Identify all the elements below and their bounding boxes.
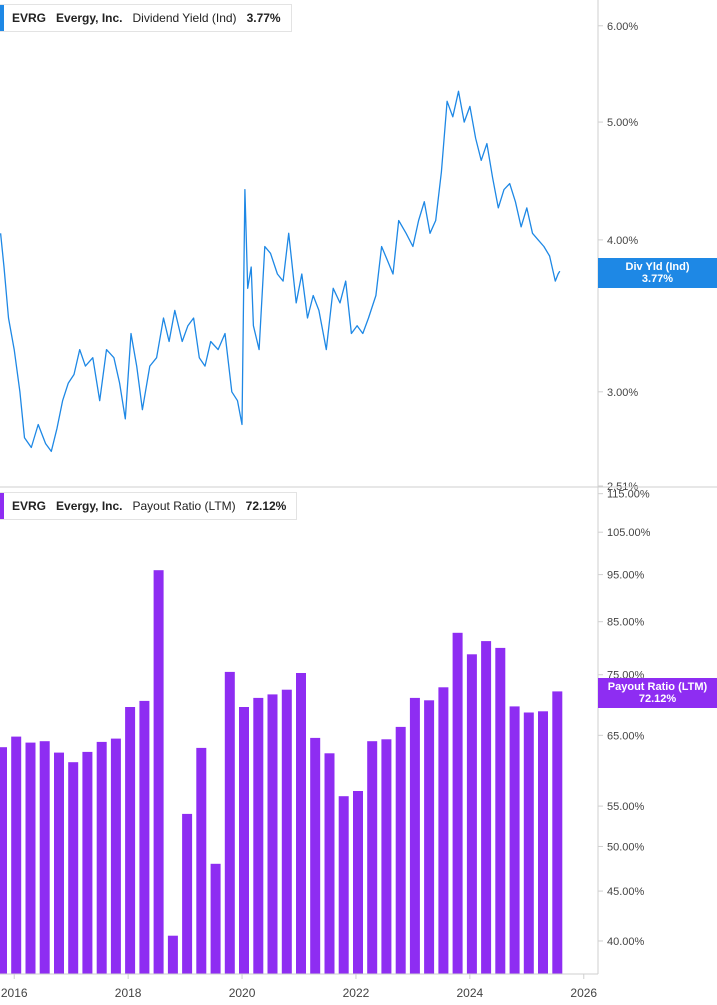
payout-ratio-panel: 115.00%105.00%95.00%85.00%75.00%65.00%55… bbox=[0, 489, 651, 974]
y-tick-label: 55.00% bbox=[607, 801, 645, 813]
payout-bar[interactable] bbox=[452, 632, 463, 974]
payout-bar[interactable] bbox=[395, 726, 406, 974]
payout-bar[interactable] bbox=[0, 747, 7, 974]
legend-value: 3.77% bbox=[246, 11, 281, 25]
y-tick-label: 5.00% bbox=[607, 117, 638, 129]
payout-bar[interactable] bbox=[253, 697, 264, 974]
payout-bar[interactable] bbox=[424, 700, 435, 974]
payout-bar[interactable] bbox=[296, 673, 306, 974]
payout-bar[interactable] bbox=[281, 689, 292, 974]
tag-value: 3.77% bbox=[641, 273, 674, 286]
payout-ratio-price-tag: Payout Ratio (LTM) 72.12% bbox=[598, 678, 717, 709]
y-tick-label: 40.00% bbox=[607, 936, 645, 948]
x-tick-label: 2026 bbox=[570, 986, 597, 1000]
payout-bar[interactable] bbox=[210, 863, 221, 974]
payout-bar[interactable] bbox=[338, 796, 349, 974]
tag-label: Payout Ratio (LTM) bbox=[607, 681, 708, 694]
payout-bar[interactable] bbox=[39, 741, 50, 974]
payout-bar[interactable] bbox=[409, 697, 420, 974]
payout-bar[interactable] bbox=[182, 813, 193, 974]
payout-bar[interactable] bbox=[324, 753, 335, 974]
y-tick-label: 65.00% bbox=[607, 730, 645, 742]
payout-bar[interactable] bbox=[267, 694, 278, 974]
x-tick-label: 2020 bbox=[229, 986, 256, 1000]
payout-bar[interactable] bbox=[96, 741, 107, 974]
legend-metric: Dividend Yield (Ind) bbox=[132, 11, 237, 25]
payout-bar[interactable] bbox=[466, 654, 477, 974]
dividend-yield-panel: 6.00%5.00%4.00%3.00%2.51% bbox=[0, 21, 638, 493]
payout-bar[interactable] bbox=[552, 691, 563, 974]
payout-bar[interactable] bbox=[495, 647, 506, 974]
payout-bar[interactable] bbox=[224, 671, 235, 974]
legend-ticker: EVRG bbox=[12, 499, 47, 513]
legend-value: 72.12% bbox=[245, 499, 287, 513]
payout-bar[interactable] bbox=[538, 711, 548, 974]
tag-label: Div Yld (Ind) bbox=[625, 261, 690, 274]
y-tick-label: 105.00% bbox=[607, 527, 651, 539]
payout-bar[interactable] bbox=[523, 712, 534, 975]
payout-bar[interactable] bbox=[82, 751, 93, 974]
chart-frame bbox=[0, 0, 717, 975]
payout-bar[interactable] bbox=[481, 641, 492, 974]
tag-value: 72.12% bbox=[638, 693, 677, 706]
payout-bar[interactable] bbox=[310, 737, 321, 974]
payout-bar[interactable] bbox=[11, 736, 22, 974]
payout-bar[interactable] bbox=[167, 935, 178, 974]
legend-color-swatch bbox=[0, 493, 4, 519]
payout-ratio-legend[interactable]: EVRG Evergy, Inc. Payout Ratio (LTM) 72.… bbox=[0, 492, 298, 520]
legend-ticker: EVRG bbox=[12, 11, 47, 25]
payout-bar[interactable] bbox=[139, 700, 150, 974]
legend-color-swatch bbox=[0, 5, 4, 31]
dividend-yield-line bbox=[0, 90, 561, 453]
legend-company: Evergy, Inc. bbox=[56, 499, 123, 513]
y-tick-label: 4.00% bbox=[607, 235, 638, 247]
payout-bar[interactable] bbox=[353, 791, 363, 974]
y-tick-label: 85.00% bbox=[607, 617, 645, 629]
payout-bar[interactable] bbox=[25, 742, 36, 974]
x-tick-label: 2016 bbox=[1, 986, 28, 1000]
payout-bar[interactable] bbox=[239, 707, 249, 974]
payout-bar[interactable] bbox=[438, 687, 449, 974]
x-axis: 2016 2018 2020 2022 2024 2026 bbox=[1, 974, 597, 1000]
payout-bar[interactable] bbox=[54, 752, 64, 974]
payout-bar[interactable] bbox=[381, 739, 392, 974]
div-yield-price-tag: Div Yld (Ind) 3.77% bbox=[598, 258, 717, 289]
y-tick-label: 6.00% bbox=[607, 21, 638, 33]
dividend-yield-legend[interactable]: EVRG Evergy, Inc. Dividend Yield (Ind) 3… bbox=[0, 4, 292, 32]
payout-bar[interactable] bbox=[110, 738, 121, 974]
x-tick-label: 2024 bbox=[457, 986, 484, 1000]
payout-bar[interactable] bbox=[367, 741, 378, 974]
payout-bar[interactable] bbox=[125, 707, 136, 974]
payout-bar[interactable] bbox=[68, 762, 79, 974]
legend-metric: Payout Ratio (LTM) bbox=[132, 499, 236, 513]
y-tick-label: 115.00% bbox=[607, 489, 650, 501]
payout-bar[interactable] bbox=[509, 706, 520, 974]
y-tick-label: 3.00% bbox=[607, 387, 638, 399]
payout-bar[interactable] bbox=[196, 747, 207, 974]
x-tick-label: 2018 bbox=[115, 986, 142, 1000]
y-tick-label: 50.00% bbox=[607, 841, 645, 853]
legend-company: Evergy, Inc. bbox=[56, 11, 123, 25]
x-tick-label: 2022 bbox=[343, 986, 370, 1000]
payout-bar[interactable] bbox=[153, 570, 164, 974]
y-tick-label: 45.00% bbox=[607, 886, 645, 898]
y-tick-label: 95.00% bbox=[607, 570, 645, 582]
